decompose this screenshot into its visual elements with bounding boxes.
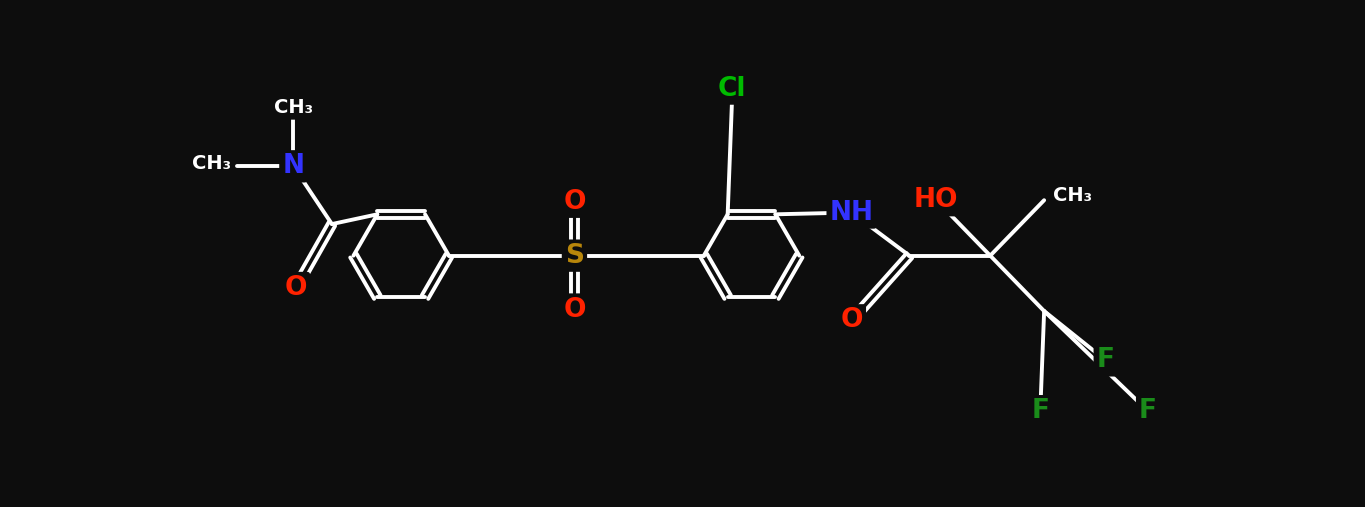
Text: S: S — [565, 243, 584, 269]
Text: HO: HO — [915, 187, 958, 213]
Text: O: O — [284, 275, 307, 301]
Text: O: O — [564, 297, 586, 322]
Text: N: N — [283, 153, 304, 179]
Text: Cl: Cl — [718, 76, 747, 101]
Text: F: F — [1032, 398, 1050, 424]
Text: F: F — [1096, 347, 1115, 373]
Text: CH₃: CH₃ — [274, 98, 313, 117]
Text: NH: NH — [830, 200, 874, 226]
Text: CH₃: CH₃ — [192, 154, 231, 173]
Text: CH₃: CH₃ — [1054, 186, 1092, 205]
Text: O: O — [564, 189, 586, 215]
Text: F: F — [1138, 398, 1158, 424]
Text: O: O — [841, 307, 863, 333]
